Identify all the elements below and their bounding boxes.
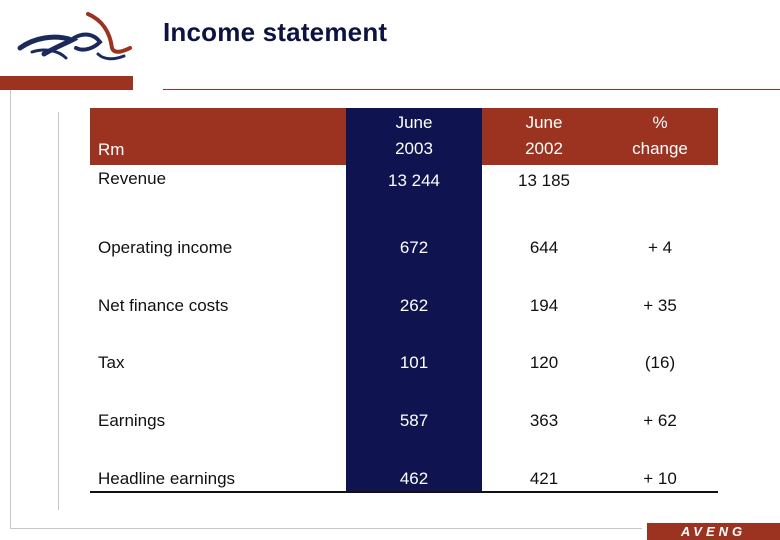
table-cell: 13 244 bbox=[388, 171, 440, 190]
row-label: Revenue bbox=[98, 169, 167, 188]
column-header-june-2003: June 2003 bbox=[346, 110, 482, 162]
table-cell: 462 bbox=[399, 469, 429, 488]
table-cell: 120 bbox=[529, 353, 559, 372]
title-divider bbox=[163, 89, 780, 90]
table-cell: (16) bbox=[644, 353, 676, 372]
table-cell: + 4 bbox=[647, 238, 673, 257]
column-header-line2: 2003 bbox=[395, 139, 433, 158]
table-cell: 13 185 bbox=[518, 171, 570, 190]
slide-title: Income statement bbox=[163, 17, 388, 47]
table-cell: 587 bbox=[399, 411, 429, 430]
table-cell: 363 bbox=[529, 411, 559, 430]
row-label: Earnings bbox=[98, 411, 166, 430]
table-cell: + 62 bbox=[643, 411, 677, 430]
column-header-line2: change bbox=[632, 139, 688, 158]
column-header-line1: June bbox=[395, 113, 433, 132]
footer-brand-text: AVENG bbox=[680, 524, 747, 539]
table-bottom-rule bbox=[90, 491, 718, 493]
current-year-highlight bbox=[346, 108, 482, 492]
table-cell: + 35 bbox=[643, 296, 677, 315]
column-header-percent-change: % change bbox=[592, 110, 728, 162]
table-cell: 101 bbox=[399, 353, 429, 372]
row-label: Operating income bbox=[98, 238, 233, 257]
aveng-logo-icon bbox=[17, 12, 132, 61]
table-cell: 262 bbox=[399, 296, 429, 315]
footer-brand-bar: AVENG bbox=[647, 523, 780, 540]
table-cell: 194 bbox=[529, 296, 559, 315]
row-label: Headline earnings bbox=[98, 469, 236, 488]
table-cell: 644 bbox=[529, 238, 559, 257]
table-cell: 421 bbox=[529, 469, 559, 488]
column-header-line1: % bbox=[652, 113, 668, 132]
table-cell: + 10 bbox=[643, 469, 677, 488]
row-label: Tax bbox=[98, 353, 125, 372]
unit-label: Rm bbox=[98, 140, 125, 159]
column-header-june-2002: June 2002 bbox=[476, 110, 612, 162]
table-cell: 672 bbox=[399, 238, 429, 257]
brand-bar bbox=[0, 76, 133, 90]
row-label: Net finance costs bbox=[98, 296, 229, 315]
inner-divider bbox=[58, 112, 59, 510]
left-divider bbox=[10, 90, 11, 528]
column-header-line2: 2002 bbox=[525, 139, 563, 158]
bottom-divider bbox=[10, 528, 642, 529]
column-header-line1: June bbox=[525, 113, 563, 132]
